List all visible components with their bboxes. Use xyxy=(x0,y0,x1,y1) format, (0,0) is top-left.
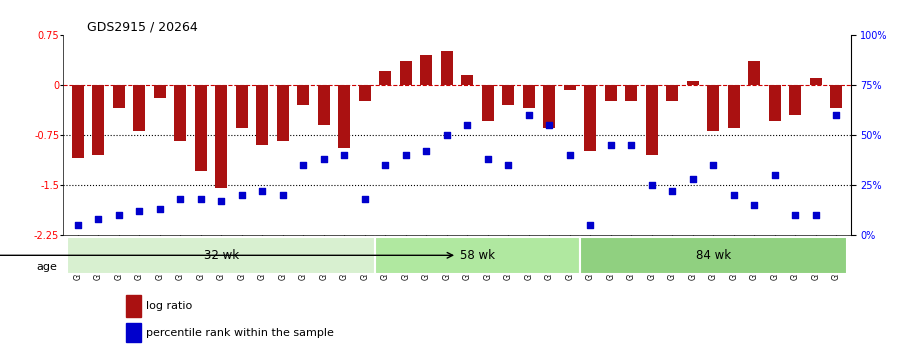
Bar xyxy=(441,51,452,85)
Bar xyxy=(707,85,719,131)
Bar xyxy=(154,85,166,98)
Point xyxy=(665,188,680,193)
Point xyxy=(481,156,495,161)
Point xyxy=(398,152,413,157)
Point xyxy=(767,172,782,177)
Bar xyxy=(687,81,699,85)
Text: 84 wk: 84 wk xyxy=(696,249,731,262)
Point xyxy=(521,112,536,117)
Point xyxy=(152,206,167,211)
Point xyxy=(275,192,290,197)
Bar xyxy=(215,85,227,188)
Bar xyxy=(297,85,310,105)
Bar xyxy=(666,85,679,101)
Point xyxy=(111,212,126,217)
Point xyxy=(563,152,577,157)
Bar xyxy=(235,85,248,128)
Bar xyxy=(625,85,637,101)
Point xyxy=(357,196,372,201)
Point xyxy=(706,162,720,167)
Point xyxy=(317,156,331,161)
Bar xyxy=(127,323,140,342)
Text: 58 wk: 58 wk xyxy=(460,249,495,262)
Point xyxy=(296,162,310,167)
Point xyxy=(255,188,270,193)
Bar xyxy=(768,85,781,121)
Bar xyxy=(358,85,371,101)
Bar xyxy=(92,85,104,155)
Point xyxy=(337,152,351,157)
Bar xyxy=(318,85,330,125)
Point xyxy=(808,212,823,217)
Point xyxy=(748,202,762,207)
Point xyxy=(194,196,208,201)
Bar xyxy=(379,71,391,85)
Point xyxy=(234,192,249,197)
Text: percentile rank within the sample: percentile rank within the sample xyxy=(146,328,334,337)
Bar xyxy=(400,61,412,85)
Bar xyxy=(256,85,269,145)
Bar xyxy=(133,85,146,131)
Text: age: age xyxy=(36,263,57,272)
Point xyxy=(542,122,557,127)
Point xyxy=(214,198,228,203)
Bar xyxy=(481,85,494,121)
Point xyxy=(788,212,803,217)
Bar xyxy=(645,85,658,155)
Text: GDS2915 / 20264: GDS2915 / 20264 xyxy=(87,20,197,33)
Point xyxy=(624,142,639,147)
Bar xyxy=(502,85,514,105)
Bar xyxy=(605,85,617,101)
Bar xyxy=(728,85,740,128)
Point xyxy=(501,162,516,167)
Bar xyxy=(830,85,843,108)
Point xyxy=(727,192,741,197)
FancyBboxPatch shape xyxy=(580,237,846,274)
Point xyxy=(378,162,393,167)
Point xyxy=(173,196,187,201)
Point xyxy=(583,222,597,227)
Bar xyxy=(174,85,186,141)
Bar xyxy=(523,85,535,108)
Point xyxy=(604,142,618,147)
Point xyxy=(419,148,433,153)
Bar xyxy=(277,85,289,141)
Bar xyxy=(338,85,350,148)
Point xyxy=(71,222,85,227)
FancyBboxPatch shape xyxy=(375,237,580,274)
Point xyxy=(460,122,474,127)
Point xyxy=(644,182,659,187)
Point xyxy=(440,132,454,137)
Bar xyxy=(584,85,596,151)
Bar xyxy=(462,75,473,85)
Bar xyxy=(748,61,760,85)
FancyBboxPatch shape xyxy=(68,237,375,274)
Bar xyxy=(810,78,822,85)
Text: 32 wk: 32 wk xyxy=(204,249,239,262)
Bar xyxy=(789,85,802,115)
Bar xyxy=(564,85,576,90)
Bar xyxy=(543,85,556,128)
Text: log ratio: log ratio xyxy=(146,302,192,312)
Bar xyxy=(195,85,207,171)
Bar xyxy=(420,55,433,85)
Point xyxy=(91,216,106,221)
Point xyxy=(829,112,843,117)
Point xyxy=(686,176,700,181)
Point xyxy=(132,208,147,213)
Bar xyxy=(112,85,125,108)
Bar xyxy=(71,85,84,158)
Bar xyxy=(127,295,140,317)
